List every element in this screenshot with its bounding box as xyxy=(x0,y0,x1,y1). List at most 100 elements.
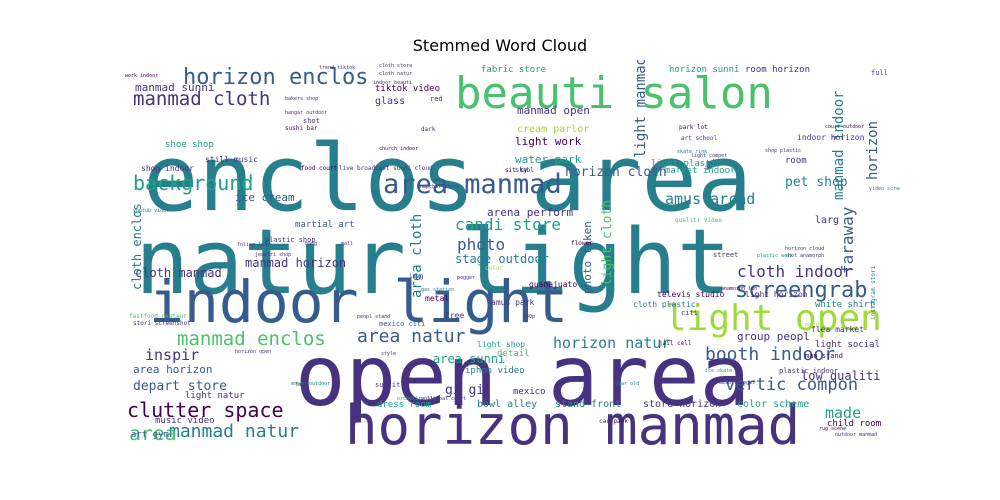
word-faraway: faraway xyxy=(838,206,857,274)
word-flea-market: flea market xyxy=(811,325,864,334)
word-bowl-alley: bowl alley xyxy=(477,399,537,410)
word-subtitl: subtitl xyxy=(375,381,405,389)
word-indoor-beauti: indoor beauti xyxy=(373,80,412,86)
word-light-work: light work xyxy=(515,135,582,148)
word-volleybal-court: volleybal court xyxy=(421,396,466,402)
word-food-court: food court xyxy=(301,165,338,172)
word-full: full xyxy=(871,69,888,77)
word-store-horizon: store horizon xyxy=(643,399,721,410)
word-vertic-compon: vertic compon xyxy=(725,375,858,395)
word-music-video: music video xyxy=(155,416,215,426)
word-booth-indoor: booth indoor xyxy=(705,344,835,365)
word-red: red xyxy=(430,95,443,103)
word-enclos-area: enclos area xyxy=(143,125,752,232)
word-shoe-shop: shoe shop xyxy=(165,140,214,150)
word-manmad-sunni: manmad sunni xyxy=(135,81,214,94)
word-martial-art: martial art xyxy=(295,220,355,230)
word-shot-anamorph: shot anamorph xyxy=(785,253,824,259)
word-plastic-work: plastic work xyxy=(757,253,793,259)
word-light-shop: light shop xyxy=(477,340,525,349)
word-color: color xyxy=(485,265,503,272)
word-gas-station: gas station xyxy=(421,287,454,293)
word-arena-perform: arena perform xyxy=(487,206,573,219)
word-area-horizon: area horizon xyxy=(133,363,212,376)
word-area-sunni: area sunni xyxy=(433,352,505,366)
word-candi-store: candi store xyxy=(455,215,561,234)
word-hang: hang xyxy=(305,241,317,247)
word-water-park: water park xyxy=(515,153,582,166)
word-plastic-indoor: plastic indoor xyxy=(779,367,838,375)
word-style: style xyxy=(381,351,396,357)
word-street: street xyxy=(713,251,738,259)
word-dark: dark xyxy=(421,126,436,133)
word-larg: larg xyxy=(815,215,839,226)
word-shot: shot xyxy=(303,117,320,125)
word-amus-arcad: amus arcad xyxy=(665,190,755,208)
word-sit-tabl: sit tabl xyxy=(505,167,534,174)
word-trend-tiktok: trend tiktok xyxy=(319,65,355,71)
word-tiktok-video: tiktok video xyxy=(375,84,440,94)
word-pet-shop: pet shop xyxy=(785,175,848,190)
word-car-park: car park xyxy=(599,418,628,425)
word-cloth-manmad: cloth manmad xyxy=(135,266,222,280)
word-horizon: horizon xyxy=(865,121,881,180)
word-detail: detail xyxy=(497,349,530,359)
word-room-horizon: room horizon xyxy=(745,65,810,75)
word-cream-parlor: cream parlor xyxy=(517,124,589,135)
word-ice-cream: ice cream xyxy=(235,191,295,204)
word-fabric-store: fabric store xyxy=(481,65,546,75)
word-anamorph-len: anamorph len xyxy=(721,286,757,292)
word-cloth-plastic: cloth plastic xyxy=(633,300,696,309)
word-light-cloth: light cloth xyxy=(600,200,615,286)
word-horizon-cloth: horizon cloth xyxy=(565,165,667,180)
word-jail-cell: jail cell xyxy=(659,340,692,347)
word-face: face xyxy=(295,382,307,388)
word-amus-park: amus park xyxy=(491,298,535,307)
word-park-lot: park lot xyxy=(679,124,708,131)
word-glass: glass xyxy=(375,96,405,107)
word-televis-studio: televis studio xyxy=(657,290,725,299)
word-church-indoor: church indoor xyxy=(379,146,418,152)
word-indoor-light: indoor light xyxy=(149,268,568,336)
word-imag: imag xyxy=(409,273,424,280)
word-shop-indoor: shop indoor xyxy=(141,164,194,173)
word-horizon-manmad: horizon manmad xyxy=(345,394,800,445)
word-guanajuato: guanajuato xyxy=(529,280,577,289)
word-light-manmad: light manmad xyxy=(633,60,649,158)
word-paint: paint xyxy=(805,322,820,328)
word-mosqu-outdoor: mosqu outdoor xyxy=(291,381,330,387)
word-horizon-sunni: horizon sunni xyxy=(669,65,739,75)
word-area-natur: area natur xyxy=(357,326,466,347)
word-jewelri-shop: jewelri shop xyxy=(255,252,291,258)
word-peopl-stand: peopl stand xyxy=(357,314,390,320)
word-made: made xyxy=(825,404,861,422)
word-light-plastic: light plastic xyxy=(651,159,721,169)
word-indoor-horizon: indoor horizon xyxy=(797,133,865,142)
word-youtub-video: youtub video xyxy=(133,208,169,214)
word-area-cloth: area cloth xyxy=(409,214,425,298)
word-rug-scene: rug scene xyxy=(819,426,846,432)
word-man-stand: man stand xyxy=(805,352,843,360)
word-outdoor-manmad: outdoor manmad xyxy=(835,432,877,438)
word-screengrab: screengrab xyxy=(735,278,867,303)
word-manmad-open: manmad open xyxy=(517,104,590,117)
word-horizon-enclos: horizon enclos xyxy=(183,65,368,90)
word-hangar-outdoor: hangar outdoor xyxy=(285,110,327,116)
word-manmad-indoor: manmad indoor xyxy=(831,90,847,200)
word-iphon-video: iphon video xyxy=(465,366,525,376)
word-color-scheme: color scheme xyxy=(737,399,809,410)
word-light-open: light open xyxy=(665,298,882,339)
word-manmad-natur: manmad natur xyxy=(169,421,299,442)
word-child-room: child room xyxy=(827,419,881,429)
word-240p: 240p xyxy=(523,314,535,320)
word-natur-light: natur light xyxy=(135,210,731,315)
word-gi-gi: gi gi xyxy=(445,383,484,398)
word-pogger: pogger xyxy=(457,275,475,281)
word-instagram-stori: instagram stori xyxy=(870,265,877,320)
word-orchestra-pit: orchestra pit xyxy=(397,396,436,402)
word-inspir: inspir xyxy=(145,346,199,364)
word-clutter-space: clutter space xyxy=(127,398,284,422)
word-photo: photo xyxy=(457,235,505,254)
word-plastic-shop: plastic shop xyxy=(265,236,316,244)
word-cloth-enclos: cloth enclos xyxy=(130,203,144,290)
